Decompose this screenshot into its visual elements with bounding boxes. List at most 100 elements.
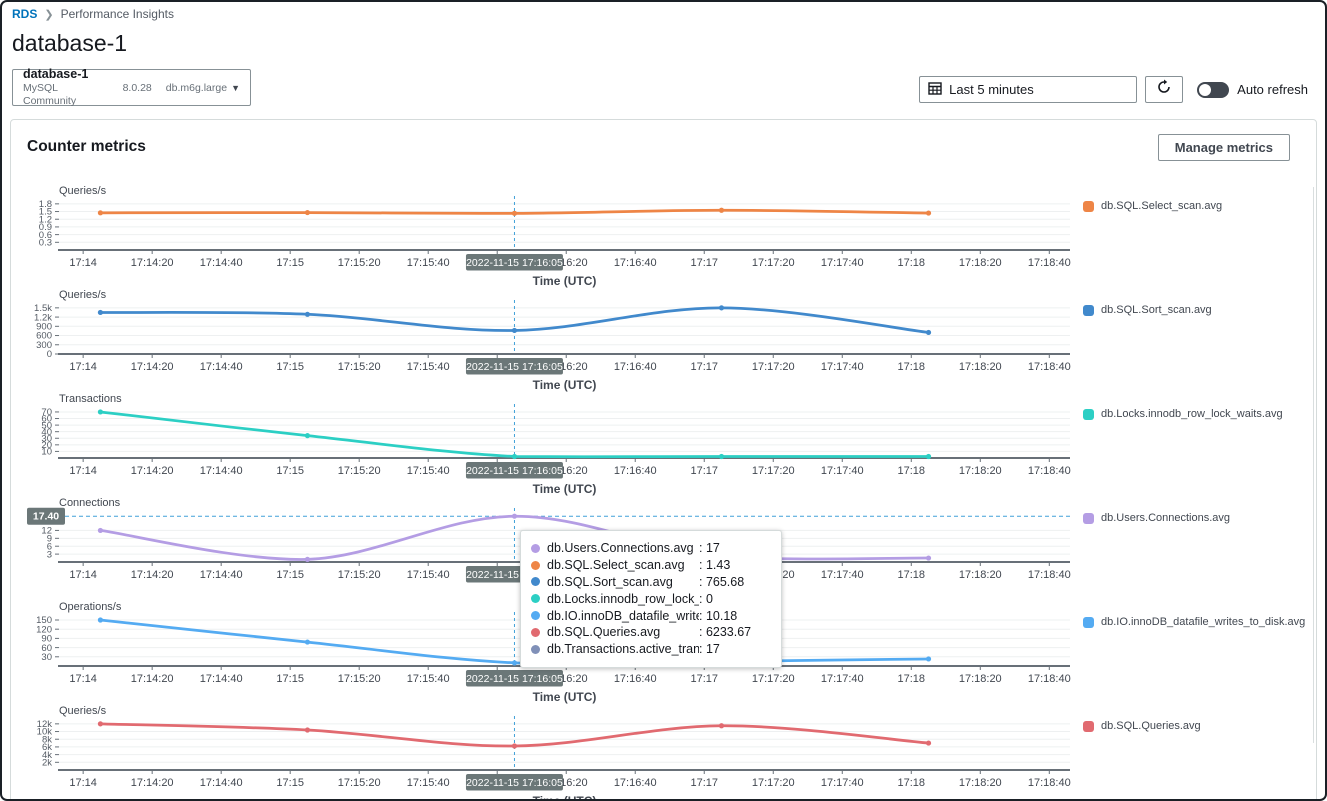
panel-title: Counter metrics bbox=[27, 138, 146, 155]
chart-legend[interactable]: db.SQL.Select_scan.avg bbox=[1083, 184, 1300, 288]
chevron-down-icon: ▼ bbox=[231, 82, 240, 93]
svg-text:40: 40 bbox=[41, 427, 52, 438]
svg-text:17:17:40: 17:17:40 bbox=[821, 465, 864, 477]
legend-label: db.SQL.Sort_scan.avg bbox=[1101, 304, 1212, 316]
svg-text:17:15: 17:15 bbox=[276, 569, 304, 581]
legend-swatch bbox=[1083, 721, 1094, 732]
svg-text:17:17:20: 17:17:20 bbox=[752, 777, 795, 789]
svg-text:17:17:20: 17:17:20 bbox=[752, 465, 795, 477]
time-range-picker[interactable]: Last 5 minutes bbox=[919, 76, 1138, 103]
svg-text:17:18:40: 17:18:40 bbox=[1028, 777, 1071, 789]
svg-text:17:14:20: 17:14:20 bbox=[131, 569, 174, 581]
svg-text:1.2: 1.2 bbox=[39, 214, 52, 225]
svg-text:17:17: 17:17 bbox=[690, 673, 718, 685]
panel-header: Counter metrics Manage metrics bbox=[27, 134, 1300, 161]
chart-legend[interactable]: db.Users.Connections.avg bbox=[1083, 496, 1300, 600]
chart-row-row-lock-waits: Transactions 70 60 50 40 30 20 10 17:14 17:14:20 1… bbox=[27, 392, 1300, 496]
svg-text:17:16:40: 17:16:40 bbox=[614, 465, 657, 477]
chart-legend[interactable]: db.SQL.Sort_scan.avg bbox=[1083, 288, 1300, 392]
svg-text:120: 120 bbox=[36, 624, 52, 635]
svg-text:17:15:20: 17:15:20 bbox=[338, 777, 381, 789]
line-chart-svg[interactable]: Queries/s 1.81.51.20.90.60.3 17:14 17:14:20… bbox=[27, 184, 1071, 288]
svg-text:17:18:20: 17:18:20 bbox=[959, 465, 1002, 477]
svg-text:3: 3 bbox=[47, 549, 52, 560]
svg-text:17:15: 17:15 bbox=[276, 465, 304, 477]
chart-legend[interactable]: db.SQL.Queries.avg bbox=[1083, 704, 1300, 799]
svg-text:17:14:20: 17:14:20 bbox=[131, 673, 174, 685]
svg-text:17:18:40: 17:18:40 bbox=[1028, 569, 1071, 581]
tooltip-series-dot bbox=[531, 594, 540, 604]
svg-text:50: 50 bbox=[41, 420, 52, 431]
tooltip-series-label: db.Users.Connections.avg bbox=[547, 541, 694, 556]
legend-swatch bbox=[1083, 617, 1094, 628]
svg-text:17:14: 17:14 bbox=[69, 361, 97, 373]
chart-row-select-scan: Queries/s 1.8 1.5 1.2 0.9 0.6 0.3 17:14 17:14:20… bbox=[27, 184, 1300, 288]
svg-text:1.5k: 1.5k bbox=[34, 303, 52, 314]
tooltip-series-label: db.IO.innoDB_datafile_writes_t bbox=[547, 608, 699, 623]
svg-text:17:15: 17:15 bbox=[276, 361, 304, 373]
tooltip-series-label: db.SQL.Select_scan.avg bbox=[547, 558, 685, 573]
chart-legend[interactable]: db.Locks.innodb_row_lock_waits.avg bbox=[1083, 392, 1300, 496]
svg-text:4k: 4k bbox=[42, 750, 52, 761]
chart-legend[interactable]: db.IO.innoDB_datafile_writes_to_disk.avg bbox=[1083, 600, 1305, 704]
tooltip-series-dot bbox=[531, 627, 540, 637]
legend-swatch bbox=[1083, 409, 1094, 420]
breadcrumb-rds-link[interactable]: RDS bbox=[12, 7, 38, 21]
svg-text:10: 10 bbox=[41, 447, 52, 458]
charts-list: Queries/s 1.8 1.5 1.2 0.9 0.6 0.3 17:14 17:14:20… bbox=[27, 184, 1305, 801]
instance-selector-dropdown[interactable]: database-1 MySQL Community 8.0.28 db.m6g… bbox=[12, 67, 251, 109]
svg-text:17:18:20: 17:18:20 bbox=[959, 257, 1002, 269]
tooltip-series-value: : 765.68 bbox=[699, 574, 745, 589]
svg-text:30: 30 bbox=[41, 652, 52, 663]
svg-text:17:18: 17:18 bbox=[898, 257, 926, 269]
legend-swatch bbox=[1083, 513, 1094, 524]
charts-scrollbar-track[interactable] bbox=[1313, 187, 1314, 743]
svg-text:Connections: Connections bbox=[59, 497, 121, 509]
legend-label: db.Users.Connections.avg bbox=[1101, 512, 1231, 524]
tooltip-series-dot bbox=[531, 560, 540, 570]
legend-label: db.SQL.Queries.avg bbox=[1101, 720, 1201, 732]
svg-text:0: 0 bbox=[47, 349, 52, 360]
tooltip-series-value: : 6233.67 bbox=[699, 625, 752, 640]
svg-text:17:18: 17:18 bbox=[898, 777, 926, 789]
svg-text:Operations/s: Operations/s bbox=[59, 601, 122, 613]
instance-engine: MySQL Community bbox=[23, 82, 77, 108]
metric-chart: Queries/s 1.5k 1.2k 900 600 300 0 17:14 17:14:20… bbox=[27, 288, 1071, 392]
header-controls: Last 5 minutes Auto refresh bbox=[919, 76, 1308, 103]
instance-version: 8.0.28 bbox=[122, 82, 152, 95]
svg-text:17:17: 17:17 bbox=[690, 777, 718, 789]
svg-text:60: 60 bbox=[41, 643, 52, 654]
auto-refresh-toggle[interactable] bbox=[1197, 81, 1230, 98]
svg-text:1.8: 1.8 bbox=[39, 199, 52, 210]
svg-text:17:14:40: 17:14:40 bbox=[200, 673, 243, 685]
svg-text:12: 12 bbox=[41, 526, 52, 537]
svg-text:17:15:20: 17:15:20 bbox=[338, 257, 381, 269]
counter-metrics-panel: Counter metrics Manage metrics Queries/s… bbox=[10, 119, 1317, 801]
manage-metrics-button[interactable]: Manage metrics bbox=[1157, 134, 1290, 161]
svg-text:Time (UTC): Time (UTC) bbox=[533, 378, 597, 392]
svg-text:17:15:40: 17:15:40 bbox=[407, 777, 450, 789]
refresh-icon bbox=[1156, 79, 1172, 100]
instance-selector-text: database-1 MySQL Community 8.0.28 db.m6g… bbox=[23, 67, 227, 109]
refresh-button[interactable] bbox=[1145, 76, 1184, 103]
svg-text:17:14:40: 17:14:40 bbox=[200, 465, 243, 477]
tooltip-series-dot bbox=[531, 611, 540, 621]
metric-chart: Transactions 70 60 50 40 30 20 10 17:14 17:14:20 1… bbox=[27, 392, 1071, 496]
svg-text:17:17:40: 17:17:40 bbox=[821, 361, 864, 373]
svg-text:17:14:20: 17:14:20 bbox=[131, 465, 174, 477]
legend-label: db.Locks.innodb_row_lock_waits.avg bbox=[1101, 408, 1283, 420]
tooltip-row: db.SQL.Select_scan.avg: 1.43 bbox=[531, 557, 771, 574]
tooltip-row: db.SQL.Queries.avg: 6233.67 bbox=[531, 624, 771, 641]
svg-text:17:15:20: 17:15:20 bbox=[338, 569, 381, 581]
svg-text:8k: 8k bbox=[42, 734, 52, 745]
svg-text:2022-11-15 17:16:05: 2022-11-15 17:16:05 bbox=[466, 465, 563, 477]
tooltip-series-dot bbox=[531, 644, 540, 654]
svg-text:17:14: 17:14 bbox=[69, 569, 97, 581]
svg-text:17:18:20: 17:18:20 bbox=[959, 777, 1002, 789]
page-title: database-1 bbox=[12, 30, 128, 56]
